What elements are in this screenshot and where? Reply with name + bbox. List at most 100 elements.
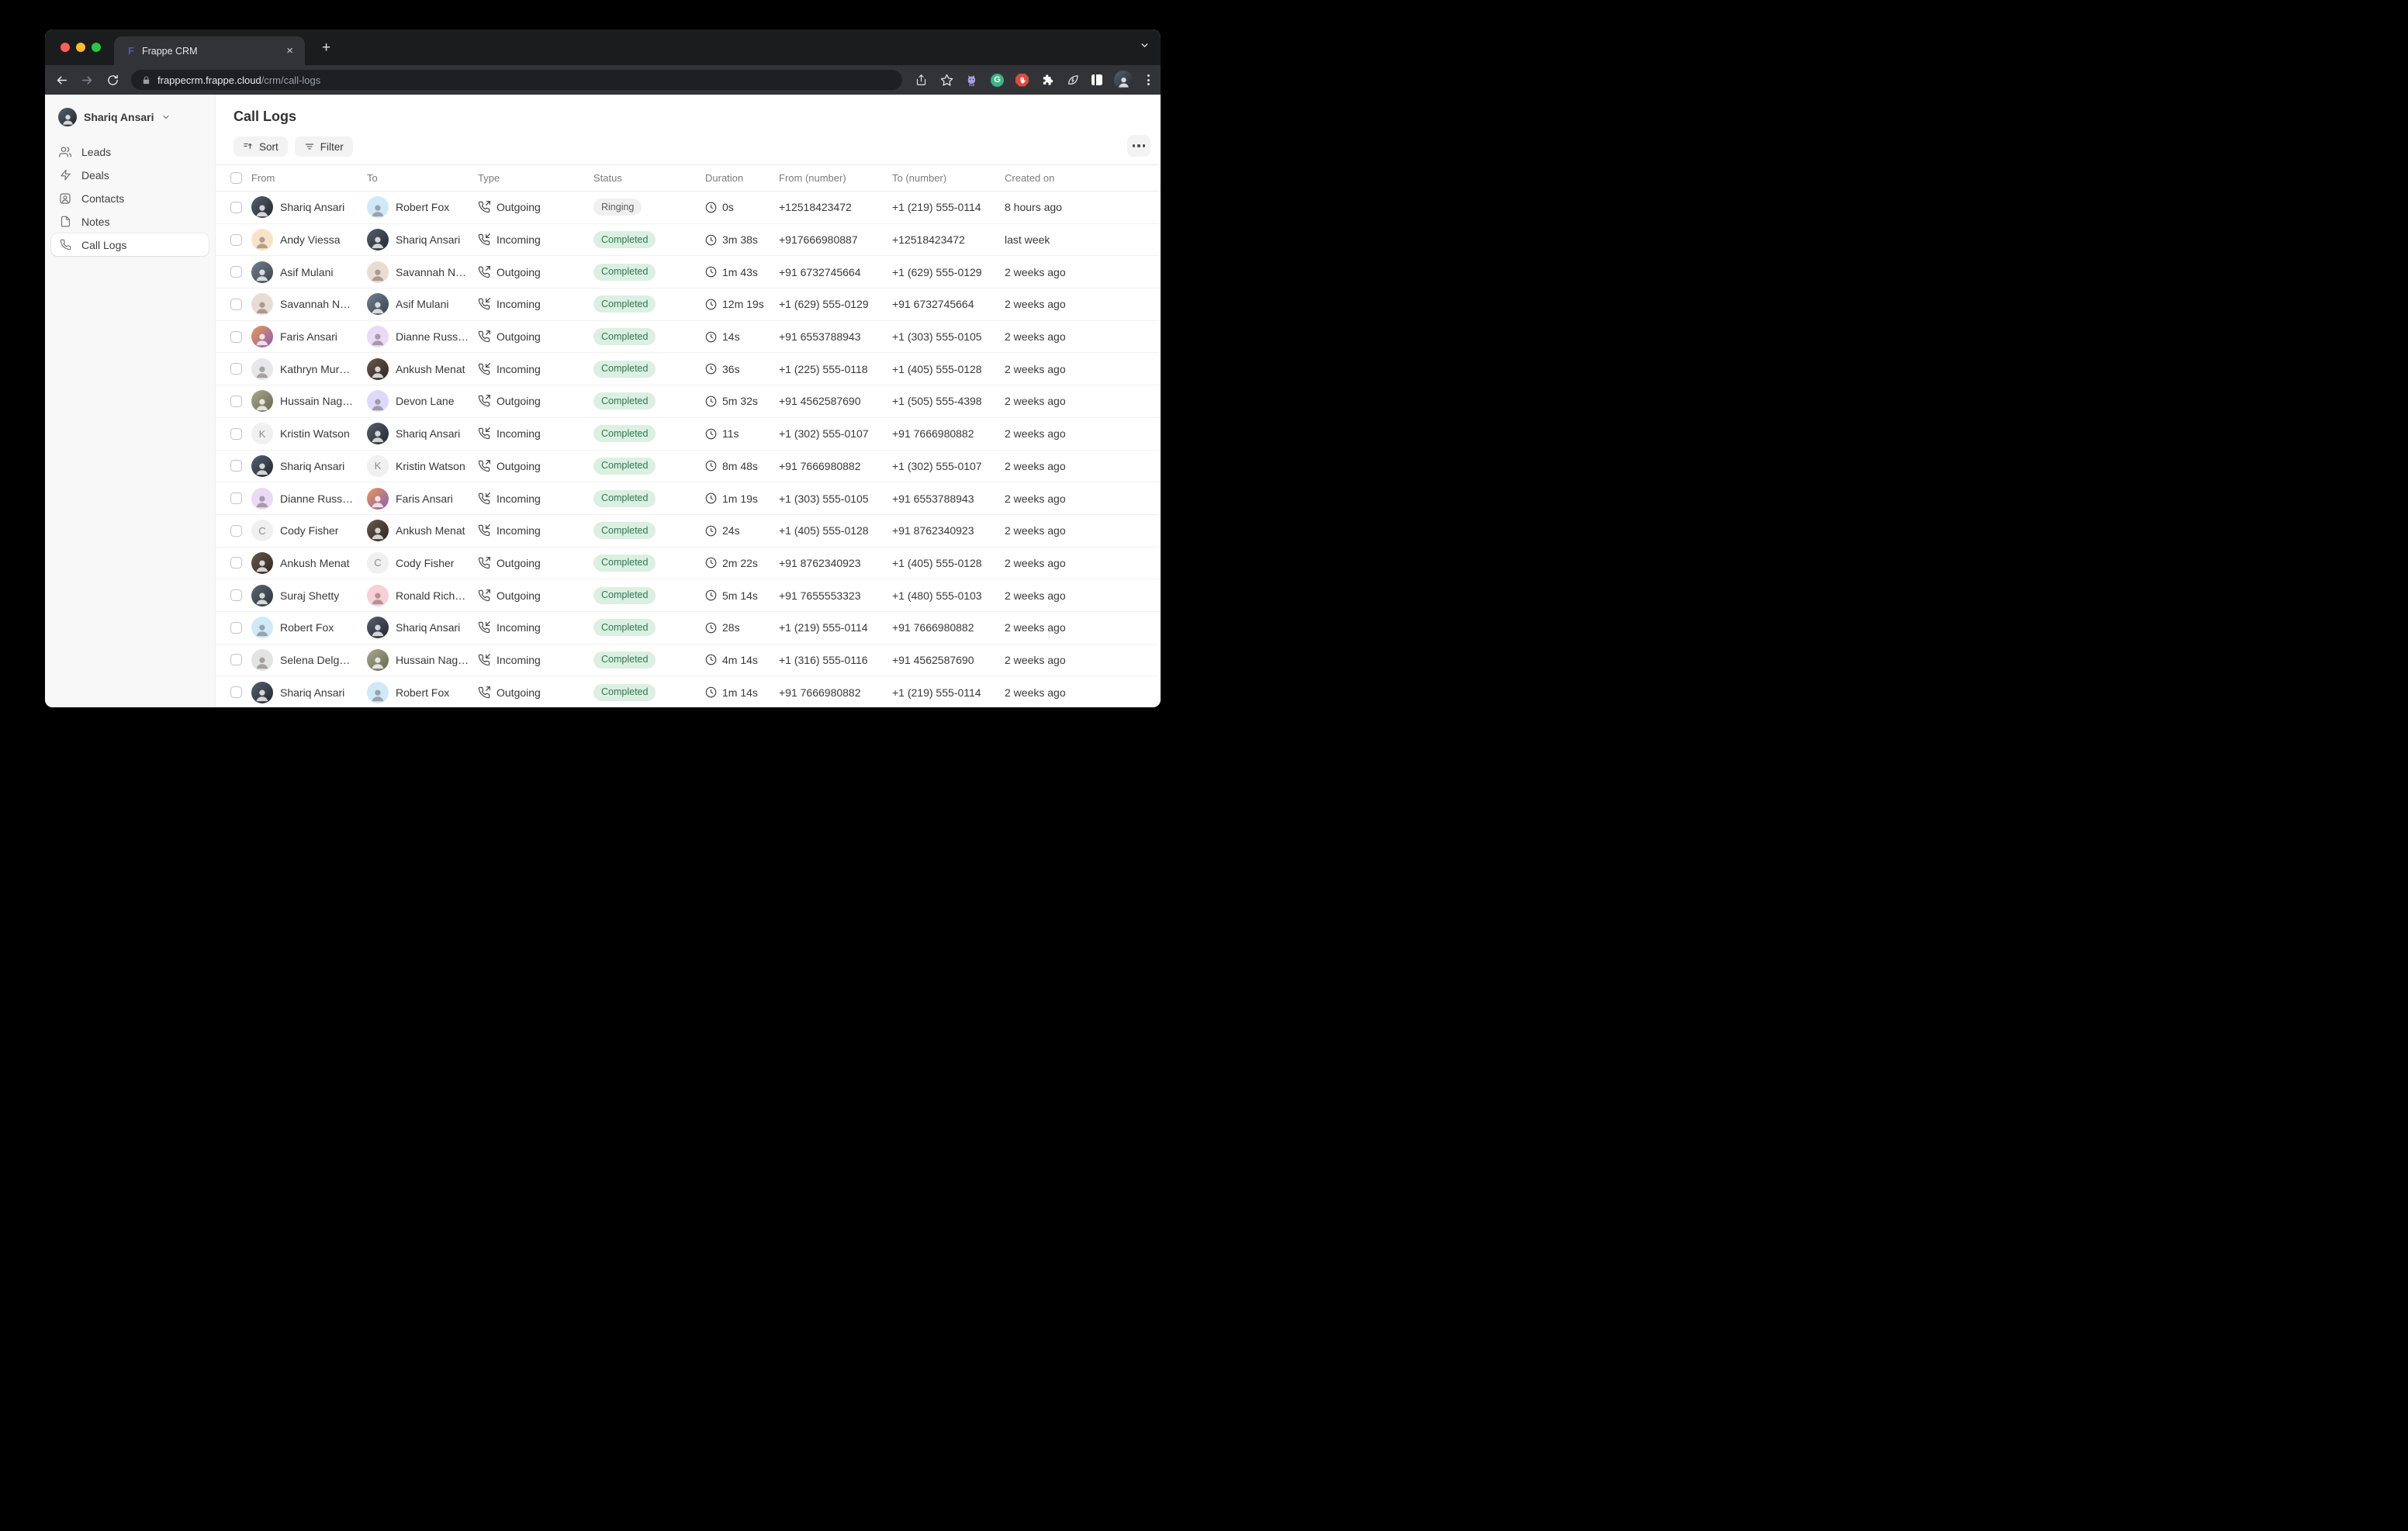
call-type-cell: Incoming [478,621,593,634]
clock-icon [705,396,717,407]
extensions-puzzle-icon[interactable] [1040,73,1054,87]
extension-adblock-icon[interactable] [1015,73,1029,87]
row-checkbox[interactable] [230,330,242,343]
user-switcher[interactable]: Shariq Ansari [58,107,209,127]
table-row[interactable]: Shariq Ansari Robert Fox Outgoing Ringing 0s… [216,192,1161,224]
minimize-window-button[interactable] [76,43,85,52]
row-checkbox[interactable] [230,266,242,278]
new-tab-button[interactable]: + [322,40,331,56]
person-name: Kristin Watson [396,459,465,472]
row-checkbox[interactable] [230,492,242,505]
created-on-cell: 2 weeks ago [1005,427,1066,441]
select-all-checkbox[interactable] [230,172,242,184]
row-checkbox[interactable] [230,427,242,440]
address-bar[interactable]: frappecrm.frappe.cloud/crm/call-logs [131,70,902,90]
avatar [251,454,273,477]
table-row[interactable]: Suraj Shetty Ronald Rich… Outgoing Complete… [216,579,1161,612]
tab-close-icon[interactable]: × [286,44,293,57]
table-row[interactable]: Robert Fox Shariq Ansari Incoming Completed… [216,612,1161,645]
sort-button[interactable]: Sort [234,137,288,157]
person-cell: Robert Fox [367,681,478,703]
avatar [251,229,273,251]
status-cell: Ringing [593,199,705,216]
browser-tab[interactable]: F Frappe CRM × [114,36,305,65]
row-checkbox[interactable] [230,233,242,246]
clock-icon [705,460,717,472]
person-name: Robert Fox [396,686,450,699]
person-name: Dianne Russ… [396,330,469,344]
table-row[interactable]: K Kristin Watson Shariq Ansari Incoming Comp… [216,418,1161,451]
back-button[interactable] [52,71,71,89]
sidebar-item-contacts[interactable]: Contacts [51,187,209,209]
to-number-cell: +1 (480) 555-0103 [892,589,982,602]
deals-icon [59,169,71,181]
call-type-cell: Outgoing [478,266,593,278]
person-cell: Asif Mulani [251,261,367,283]
browser-menu-icon[interactable] [1144,74,1153,85]
person-name: Dianne Russ… [280,492,354,505]
table-row[interactable]: Dianne Russ… Faris Ansari Incoming Complete… [216,482,1161,515]
forward-button[interactable] [78,71,96,89]
table-row[interactable]: Faris Ansari Dianne Russ… Outgoing Complete… [216,321,1161,354]
row-checkbox[interactable] [230,589,242,602]
table-row[interactable]: Savannah N… Asif Mulani Incoming Completed 1… [216,289,1161,321]
table-row[interactable]: Asif Mulani Savannah N… Outgoing Completed 1… [216,256,1161,289]
sidebar-item-notes[interactable]: Notes [51,210,209,233]
clock-icon [705,589,717,601]
sidebar-item-leads[interactable]: Leads [51,140,209,163]
table-row[interactable]: Hussain Nag… Devon Lane Outgoing Completed 5… [216,385,1161,418]
share-icon[interactable] [914,73,928,87]
tab-search-chevron-icon[interactable] [1140,40,1150,50]
bookmark-star-icon[interactable] [939,73,953,87]
row-checkbox[interactable] [230,201,242,213]
person-name: Suraj Shetty [280,589,340,602]
row-checkbox[interactable] [230,654,242,666]
from-number-cell: +1 (225) 555-0118 [779,362,868,375]
row-checkbox[interactable] [230,363,242,375]
table-row[interactable]: Ankush Menat C Cody Fisher Outgoing Complete… [216,548,1161,580]
row-checkbox[interactable] [230,460,242,472]
extension-grammarly-icon[interactable]: G [991,73,1004,87]
avatar [367,520,389,542]
row-checkbox[interactable] [230,557,242,569]
table-row[interactable]: Shariq Ansari K Kristin Watson Outgoing Comp… [216,451,1161,483]
duration-cell: 36s [705,363,779,375]
from-number-cell: +1 (302) 555-0107 [779,427,869,441]
to-number-cell: +91 8762340923 [892,524,974,537]
browser-profile-avatar[interactable] [1114,71,1133,89]
duration-cell: 24s [705,524,779,537]
extension-sidepanel-icon[interactable] [1092,74,1102,85]
created-on-cell: 2 weeks ago [1005,459,1066,472]
status-cell: Completed [593,360,705,378]
column-header-to: To [367,172,378,184]
close-window-button[interactable] [61,43,70,52]
status-cell: Completed [593,489,705,507]
table-row[interactable]: Shariq Ansari Robert Fox Outgoing Completed… [216,676,1161,707]
row-checkbox[interactable] [230,524,242,537]
table-row[interactable]: Selena Delg… Hussain Nag… Incoming Complete… [216,645,1161,677]
status-cell: Completed [593,619,705,637]
person-cell: Asif Mulani [367,293,478,316]
duration-cell: 5m 32s [705,395,779,407]
more-options-button[interactable] [1127,135,1150,157]
duration-cell: 11s [705,427,779,440]
status-badge: Completed [593,231,656,249]
row-checkbox[interactable] [230,686,242,699]
table-row[interactable]: Andy Viessa Shariq Ansari Incoming Complete… [216,224,1161,257]
avatar [367,293,389,316]
table-row[interactable]: C Cody Fisher Ankush Menat Incoming Complete… [216,515,1161,548]
row-checkbox[interactable] [230,395,242,407]
phone-outgoing-icon [478,459,490,472]
extension-energy-leaf-icon[interactable] [1066,73,1080,87]
row-checkbox[interactable] [230,621,242,634]
sidebar-item-call-logs[interactable]: Call Logs [51,233,209,256]
person-name: Ankush Menat [396,524,465,537]
person-cell: Shariq Ansari [251,454,367,477]
table-row[interactable]: Kathryn Mur… Ankush Menat Incoming Complete… [216,353,1161,386]
row-checkbox[interactable] [230,298,242,310]
sidebar-item-deals[interactable]: Deals [51,164,209,186]
reload-button[interactable] [103,71,122,89]
zoom-window-button[interactable] [92,43,101,52]
filter-button[interactable]: Filter [294,137,353,157]
extension-octocat-icon[interactable] [965,73,979,87]
